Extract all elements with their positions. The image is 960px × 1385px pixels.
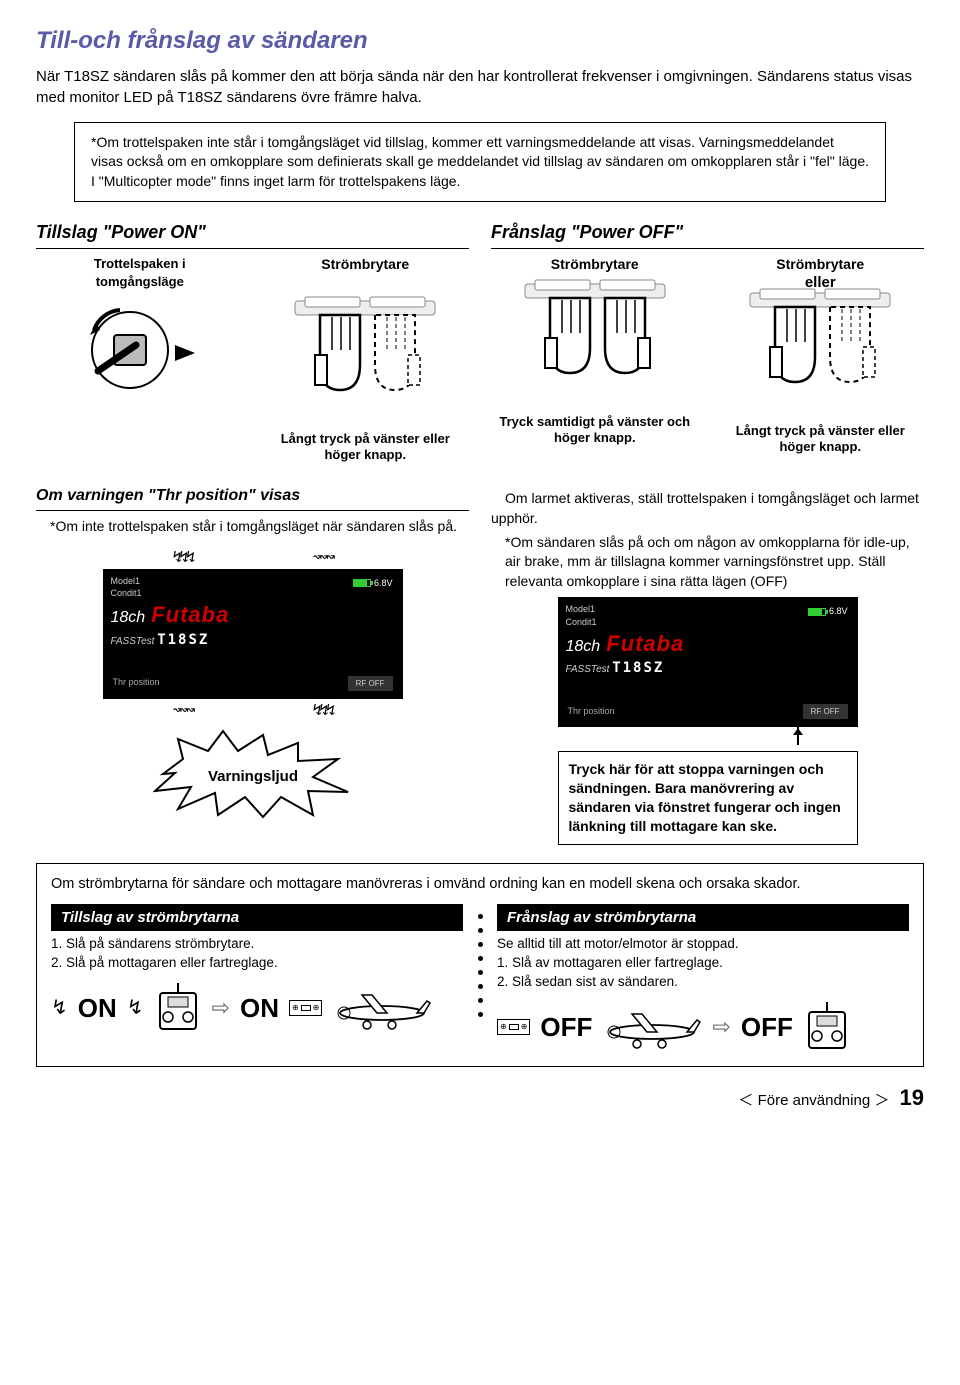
thr-warning-heading: Om varningen "Thr position" visas xyxy=(36,485,469,510)
divider-dots xyxy=(473,904,487,1017)
power-off-heading: Frånslag "Power OFF" xyxy=(491,220,924,248)
screen-with-sound-left: ↯↯↯↝↝↝ Model1 Condit1 6.8V 18ch Futaba FA… xyxy=(36,546,469,824)
sound-lines-top: ↯↯↯↝↝↝ xyxy=(113,546,393,568)
screen-condit: Condit1 xyxy=(111,588,142,598)
screen-brand: Futaba xyxy=(151,600,229,631)
power-switch-long-icon xyxy=(740,287,900,417)
switch-off-both-diagram: Tryck samtidigt på vänster och höger kna… xyxy=(491,278,699,456)
screen-right-wrap: Model1Condit1 6.8V 18ch Futaba FASSTest … xyxy=(491,597,924,845)
throttle-diagram xyxy=(36,295,244,464)
throttle-label-l2: tomgångsläge xyxy=(96,274,184,289)
battery-indicator: 6.8V xyxy=(353,577,393,590)
intro-paragraph: När T18SZ sändaren slås på kommer den at… xyxy=(36,66,924,108)
page-footer: ＜ Före användning ＞ 19 xyxy=(36,1083,924,1114)
on-step-1: 1. Slå på sändarens strömbrytare. xyxy=(51,935,463,954)
transmitter-screen-left: Model1Condit1 6.8V 18ch Futaba FASSTest … xyxy=(103,569,403,699)
power-off-caption2: Långt tryck på vänster eller höger knapp… xyxy=(717,423,925,456)
screen-ch: 18ch xyxy=(111,607,146,629)
note-box: *Om trottelspaken inte står i tomgångslä… xyxy=(74,122,886,203)
footer-section: ＜ Före användning ＞ xyxy=(738,1092,889,1109)
airplane-icon xyxy=(332,983,432,1033)
switch-on-diagram: Långt tryck på vänster eller höger knapp… xyxy=(262,295,470,464)
bottom-warning-text: Om strömbrytarna för sändare och mottaga… xyxy=(51,874,909,894)
warning-sound-burst: Varningsljud xyxy=(153,729,353,825)
arrow-right-icon: ⇨ xyxy=(712,1012,730,1043)
thr-warning-column: Om varningen "Thr position" visas *Om in… xyxy=(36,463,469,845)
switch-label-on: Strömbrytare xyxy=(262,255,470,291)
switch-off-long-diagram: eller Långt tryck på vänster el xyxy=(717,278,925,456)
transmitter-screen-right: Model1Condit1 6.8V 18ch Futaba FASSTest … xyxy=(558,597,858,727)
on-step-2: 2. Slå på mottagaren eller fartreglage. xyxy=(51,954,463,973)
power-on-heading: Tillslag "Power ON" xyxy=(36,220,469,248)
warning-columns: Om varningen "Thr position" visas *Om in… xyxy=(36,463,924,845)
throttle-stick-icon xyxy=(80,295,200,425)
screen-rf-off: RF OFF xyxy=(348,676,393,691)
lightning-icon: ↯ xyxy=(51,994,68,1022)
off-step-0: Se alltid till att motor/elmotor är stop… xyxy=(497,935,909,954)
arrow-to-box-icon xyxy=(558,727,858,745)
on-diagram-row: ↯ ON ↯ ⇨ ON ⊕ ⊕ xyxy=(51,983,463,1033)
power-on-caption: Långt tryck på vänster eller höger knapp… xyxy=(262,431,470,464)
airplane-icon xyxy=(602,1002,702,1052)
power-off-column: Frånslag "Power OFF" Strömbrytare Strömb… xyxy=(491,220,924,463)
eller-label: eller xyxy=(805,272,836,293)
on-label-rx: ON xyxy=(240,990,279,1026)
screen-fasst: FASSTest xyxy=(111,636,155,647)
on-sequence-heading: Tillslag av strömbrytarna xyxy=(51,904,463,931)
alarm-column: Om larmet aktiveras, ställ trottelspaken… xyxy=(491,463,924,845)
page-number: 19 xyxy=(900,1085,924,1110)
off-sequence-heading: Frånslag av strömbrytarna xyxy=(497,904,909,931)
receiver-icon: ⊕ ⊕ xyxy=(497,1019,530,1034)
switch-label-off1: Strömbrytare xyxy=(491,255,699,275)
screen-model-name: T18SZ xyxy=(157,632,209,648)
throttle-label: Trottelspaken i tomgångsläge xyxy=(36,255,244,291)
off-step-1: 1. Slå av mottagaren eller fartreglage. xyxy=(497,954,909,973)
transmitter-icon xyxy=(803,1002,851,1052)
off-diagram-row: ⊕ ⊕ OFF ⇨ OFF xyxy=(497,1002,909,1052)
transmitter-icon xyxy=(154,983,202,1033)
off-step-2: 2. Slå sedan sist av sändaren. xyxy=(497,973,909,992)
power-off-caption1: Tryck samtidigt på vänster och höger kna… xyxy=(491,414,699,447)
power-switch-icon xyxy=(285,295,445,425)
screen-thr-position: Thr position xyxy=(113,676,160,689)
bottom-safety-box: Om strömbrytarna för sändare och mottaga… xyxy=(36,863,924,1067)
arrow-right-icon: ⇨ xyxy=(212,993,230,1024)
larm-p2: *Om sändaren slås på och om någon av omk… xyxy=(491,533,924,592)
stop-warning-box: Tryck här för att stoppa varningen och s… xyxy=(558,751,858,845)
lightning-icon: ↯ xyxy=(127,994,144,1022)
throttle-label-l1: Trottelspaken i xyxy=(94,256,186,271)
power-switch-both-icon xyxy=(515,278,675,408)
page-title: Till-och frånslag av sändaren xyxy=(36,24,924,58)
burst-text: Varningsljud xyxy=(207,768,297,785)
thr-warning-note: *Om inte trottelspaken står i tomgångslä… xyxy=(36,517,469,537)
sound-lines-bottom: ↝↝↝↯↯↯ xyxy=(113,699,393,721)
on-label-tx: ON xyxy=(78,990,117,1026)
power-on-column: Tillslag "Power ON" Trottelspaken i tomg… xyxy=(36,220,469,463)
off-sequence-column: Frånslag av strömbrytarna Se alltid till… xyxy=(497,904,909,1052)
off-label-tx: OFF xyxy=(741,1009,793,1045)
power-columns: Tillslag "Power ON" Trottelspaken i tomg… xyxy=(36,220,924,463)
receiver-icon: ⊕ ⊕ xyxy=(289,1000,322,1015)
larm-p1: Om larmet aktiveras, ställ trottelspaken… xyxy=(491,489,924,528)
on-sequence-column: Tillslag av strömbrytarna 1. Slå på sänd… xyxy=(51,904,463,1033)
screen-model: Model1 xyxy=(111,576,141,586)
off-label-rx: OFF xyxy=(540,1009,592,1045)
